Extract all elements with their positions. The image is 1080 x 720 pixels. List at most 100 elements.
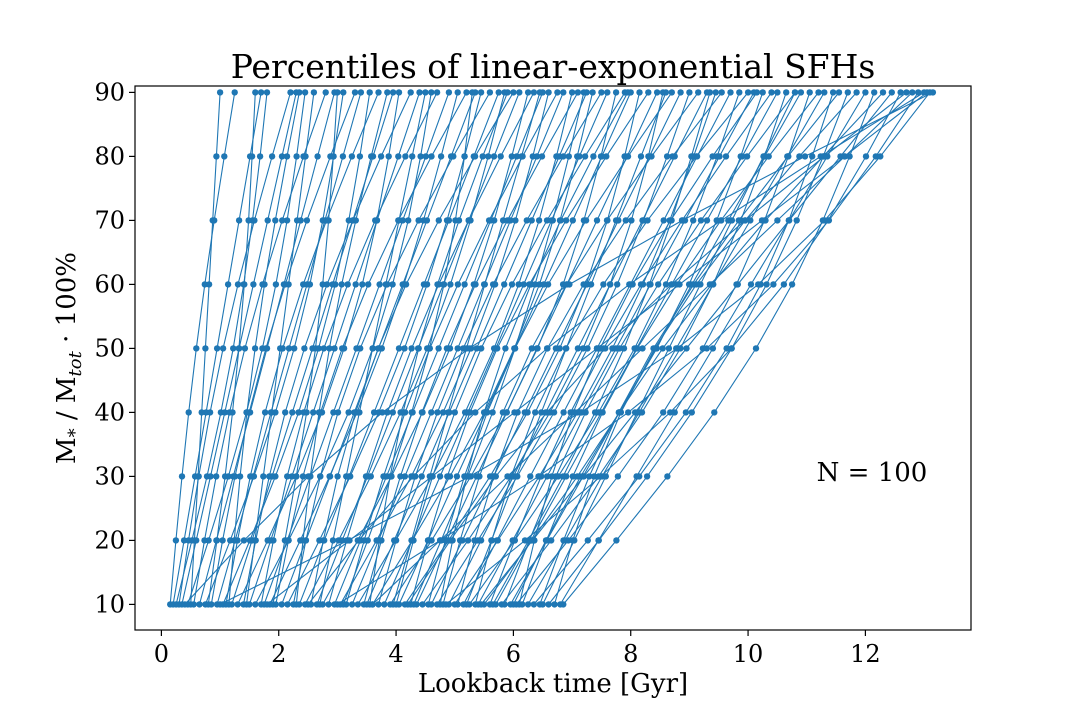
sfh-point: [577, 409, 584, 416]
sfh-point: [549, 217, 556, 224]
sfh-point: [444, 409, 452, 416]
sfh-point: [230, 345, 237, 352]
sfh-point: [454, 601, 461, 608]
sfh-point: [765, 153, 772, 160]
sfh-point: [626, 281, 633, 288]
sfh-point: [340, 89, 347, 96]
sfh-point: [521, 537, 529, 544]
sfh-point: [339, 537, 346, 544]
sfh-point: [688, 153, 695, 160]
sfh-point: [664, 473, 671, 480]
sfh-point: [454, 89, 461, 96]
sfh-point: [532, 409, 539, 416]
sfh-point: [560, 89, 567, 96]
sfh-point: [384, 409, 391, 416]
sfh-point: [490, 153, 498, 160]
sfh-point: [221, 409, 228, 416]
sfh-point: [631, 409, 639, 416]
sfh-point: [418, 473, 425, 480]
sfh-point: [511, 409, 518, 416]
sfh-point: [442, 601, 450, 608]
sfh-point: [929, 89, 937, 96]
sfh-point: [734, 281, 741, 288]
sfh-point: [287, 89, 294, 96]
sfh-point: [662, 89, 670, 96]
sfh-point: [668, 281, 675, 288]
sfh-point: [461, 281, 468, 288]
sfh-point: [428, 409, 435, 416]
x-tick-label: 6: [506, 640, 521, 668]
sfh-point: [620, 345, 628, 352]
y-tick-label: 90: [94, 78, 125, 106]
sfh-point: [303, 217, 311, 224]
sfh-point: [529, 537, 536, 544]
sfh-point: [639, 345, 646, 352]
sfh-point: [815, 89, 822, 96]
y-tick-label: 40: [94, 398, 125, 426]
sfh-point: [465, 345, 473, 352]
sfh-point: [636, 89, 643, 96]
sfh-point: [418, 409, 426, 416]
sfh-point: [405, 217, 412, 224]
sfh-point: [357, 345, 364, 352]
sfh-point: [221, 153, 228, 160]
sfh-point: [338, 281, 345, 288]
sfh-point: [466, 473, 473, 480]
sfh-point: [269, 601, 277, 608]
sfh-point: [501, 281, 508, 288]
sfh-point: [628, 217, 635, 224]
sfh-point: [599, 409, 606, 416]
sfh-point: [366, 89, 373, 96]
sfh-point: [780, 281, 788, 288]
sfh-point: [472, 409, 479, 416]
sfh-point: [272, 281, 280, 288]
sfh-point: [744, 89, 752, 96]
sfh-point: [278, 153, 286, 160]
sfh-point: [416, 89, 423, 96]
sfh-point: [409, 153, 416, 160]
sfh-point: [791, 89, 799, 96]
sfh-point: [434, 281, 441, 288]
sfh-point: [450, 153, 457, 160]
y-tick-label: 50: [94, 334, 125, 362]
plot-frame: [134, 85, 972, 631]
sfh-point: [655, 281, 662, 288]
sfh-point: [380, 473, 387, 480]
sfh-point: [545, 601, 552, 608]
sfh-point: [344, 537, 352, 544]
sfh-point: [261, 281, 268, 288]
sfh-point: [301, 345, 308, 352]
sfh-point: [512, 217, 519, 224]
sfh-point: [445, 217, 453, 224]
sfh-point: [187, 601, 194, 608]
sfh-point: [351, 89, 359, 96]
sfh-point: [548, 537, 555, 544]
sfh-point: [752, 345, 760, 352]
sfh-point: [476, 473, 483, 480]
sfh-point: [622, 217, 629, 224]
sfh-point: [758, 217, 766, 224]
sfh-point: [536, 89, 543, 96]
sfh-point: [510, 89, 517, 96]
sfh-point: [236, 473, 244, 480]
sfh-point: [625, 409, 632, 416]
sfh-point: [479, 153, 486, 160]
sfh-point: [293, 601, 300, 608]
sfh-point: [384, 89, 391, 96]
sfh-point: [513, 153, 520, 160]
sfh-point: [493, 537, 501, 544]
sfh-point: [667, 409, 674, 416]
sfh-point: [753, 89, 761, 96]
sfh-point: [407, 89, 414, 96]
sfh-point: [817, 153, 824, 160]
sfh-point: [252, 89, 259, 96]
sfh-point: [256, 153, 264, 160]
sfh-point: [477, 601, 485, 608]
sfh-point: [310, 409, 317, 416]
sfh-point: [671, 409, 678, 416]
sfh-point: [557, 217, 564, 224]
sfh-point: [428, 153, 435, 160]
sfh-point: [389, 89, 397, 96]
sfh-point: [480, 409, 488, 416]
sfh-point: [485, 153, 492, 160]
